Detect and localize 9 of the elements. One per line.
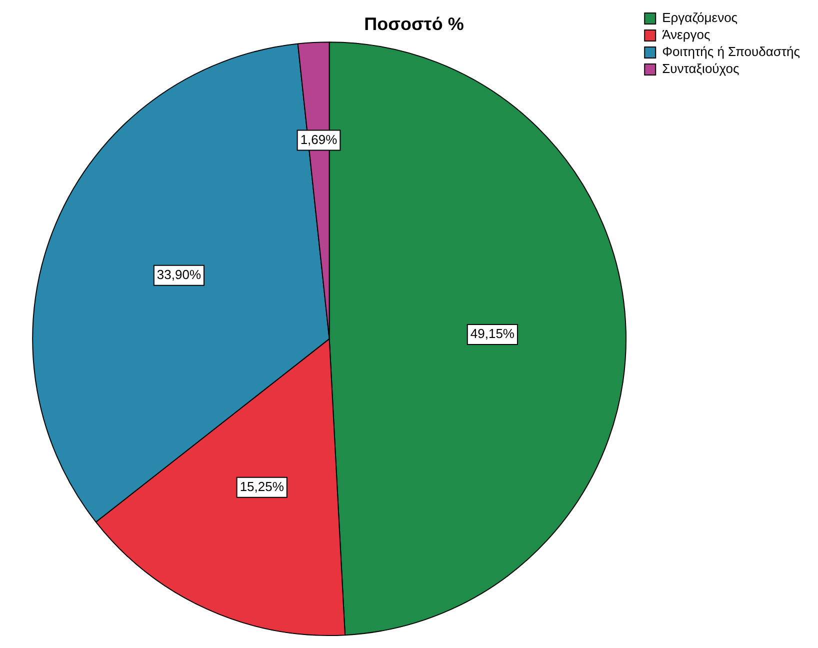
legend-label: Άνεργος [662,27,710,42]
data-label: 15,25% [240,478,284,494]
data-label: 33,90% [156,266,202,282]
chart-title: Ποσοστό % [364,14,464,34]
data-label: 49,15% [470,326,515,342]
legend-label: Εργαζόμενος [662,10,738,26]
legend-label: Συνταξιούχος [662,61,740,76]
data-label: 1,69% [300,132,338,147]
legend-label: Φοιτητής ή Σπουδαστής [662,44,800,60]
